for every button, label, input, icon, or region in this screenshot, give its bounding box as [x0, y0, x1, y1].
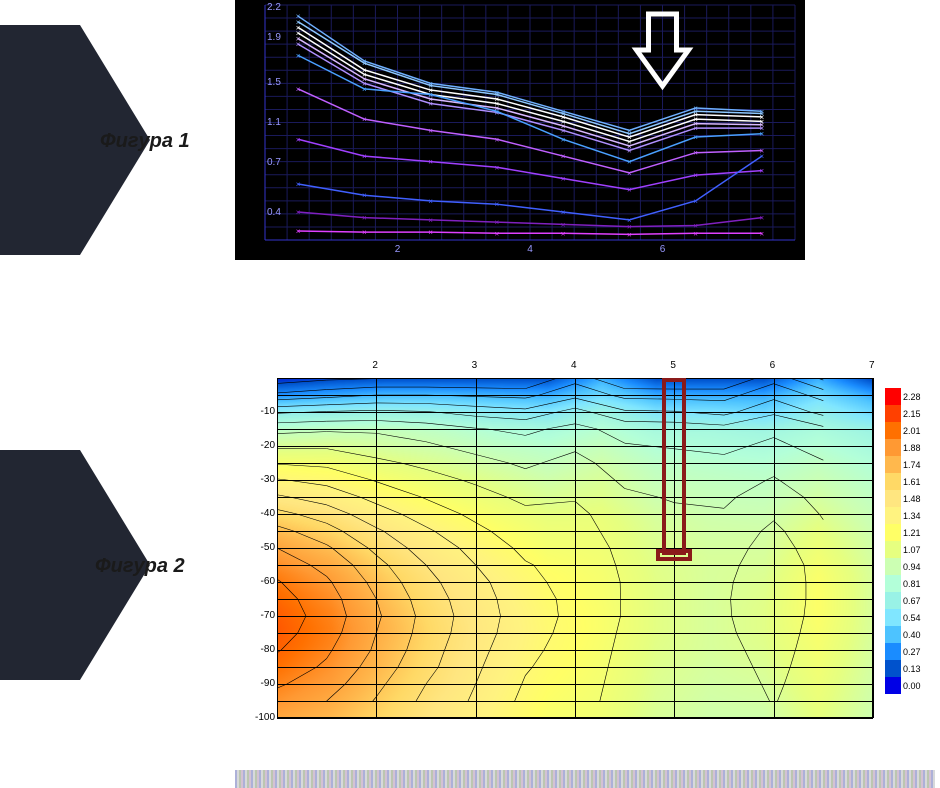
svg-text:×: × — [362, 115, 367, 124]
svg-text:×: × — [760, 130, 765, 139]
svg-text:×: × — [561, 135, 566, 144]
svg-text:×: × — [428, 228, 433, 237]
svg-text:×: × — [561, 152, 566, 161]
svg-text:×: × — [296, 227, 301, 236]
svg-text:×: × — [428, 197, 433, 206]
chart1-svg: 2.2 1.9 1.5 1.1 0.7 0.4 2 4 6 × × × × × × × × × × × × × × × × × × ×… — [235, 0, 805, 260]
svg-text:×: × — [693, 229, 698, 238]
svg-text:×: × — [627, 169, 632, 178]
svg-text:×: × — [362, 214, 367, 223]
svg-text:×: × — [296, 40, 301, 49]
svg-text:×: × — [561, 174, 566, 183]
svg-text:0.4: 0.4 — [267, 207, 281, 218]
svg-text:×: × — [296, 51, 301, 60]
svg-text:×: × — [627, 186, 632, 195]
svg-text:0.7: 0.7 — [267, 157, 281, 168]
svg-text:1.5: 1.5 — [267, 77, 281, 88]
svg-text:6: 6 — [660, 244, 666, 255]
svg-text:×: × — [362, 152, 367, 161]
svg-text:×: × — [760, 167, 765, 176]
svg-text:×: × — [627, 230, 632, 239]
svg-text:×: × — [428, 91, 433, 100]
chart2-plot — [277, 378, 873, 718]
svg-text:×: × — [693, 124, 698, 133]
svg-text:×: × — [561, 229, 566, 238]
svg-text:×: × — [495, 200, 500, 209]
svg-text:×: × — [296, 208, 301, 217]
svg-text:×: × — [627, 158, 632, 167]
svg-text:×: × — [561, 220, 566, 229]
svg-text:×: × — [495, 163, 500, 172]
svg-text:×: × — [296, 135, 301, 144]
svg-text:1.9: 1.9 — [267, 32, 281, 43]
svg-text:×: × — [760, 229, 765, 238]
svg-text:×: × — [627, 146, 632, 155]
chart1-linechart: 2.2 1.9 1.5 1.1 0.7 0.4 2 4 6 × × × × × × × × × × × × × × × × × × ×… — [235, 0, 805, 260]
svg-text:×: × — [495, 218, 500, 227]
svg-text:×: × — [495, 135, 500, 144]
svg-text:2: 2 — [395, 244, 401, 255]
svg-text:×: × — [428, 158, 433, 167]
svg-text:×: × — [693, 149, 698, 158]
svg-text:×: × — [428, 126, 433, 135]
svg-text:4: 4 — [527, 244, 533, 255]
svg-text:×: × — [428, 99, 433, 108]
chart2-heatmap: 234567-10-20-30-40-50-60-70-80-90-100 2.… — [235, 360, 935, 760]
svg-text:×: × — [296, 85, 301, 94]
svg-text:×: × — [760, 214, 765, 223]
svg-text:×: × — [561, 208, 566, 217]
svg-text:×: × — [495, 107, 500, 116]
svg-text:×: × — [495, 229, 500, 238]
svg-text:×: × — [693, 171, 698, 180]
figure1-label: Фигура 1 — [100, 130, 190, 153]
svg-text:×: × — [362, 191, 367, 200]
svg-text:1.1: 1.1 — [267, 117, 281, 128]
svg-text:×: × — [296, 180, 301, 189]
colorbar-legend: 2.282.152.011.881.741.611.481.341.211.07… — [885, 388, 935, 694]
svg-text:2.2: 2.2 — [267, 2, 281, 13]
figure2-label: Фигура 2 — [95, 555, 185, 578]
svg-text:×: × — [362, 228, 367, 237]
svg-text:×: × — [693, 133, 698, 142]
well-marker — [662, 378, 686, 555]
svg-text:×: × — [561, 126, 566, 135]
noise-strip — [235, 770, 935, 788]
svg-text:×: × — [760, 152, 765, 161]
svg-text:×: × — [428, 216, 433, 225]
svg-text:×: × — [693, 197, 698, 206]
svg-text:×: × — [362, 85, 367, 94]
